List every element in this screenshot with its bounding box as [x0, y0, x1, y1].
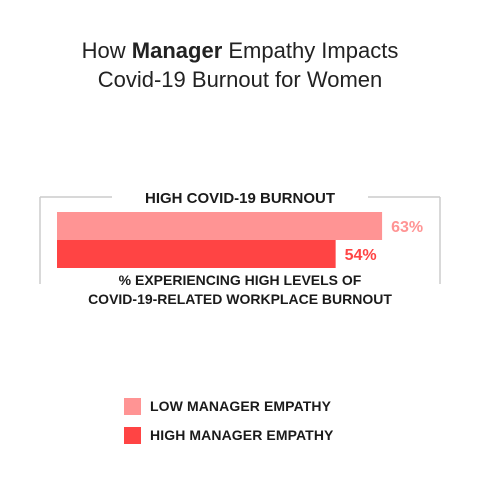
legend-swatch-low-empathy [124, 397, 141, 415]
title-bold-word: Manager [131, 38, 223, 63]
x-axis-label-line-1: % EXPERIENCING HIGH LEVELS OF [119, 272, 362, 288]
legend-item-low-empathy: LOW MANAGER EMPATHY [124, 396, 331, 416]
title-post: Empathy Impacts [222, 38, 399, 63]
legend-item-high-empathy: HIGH MANAGER EMPATHY [124, 425, 333, 445]
chart-title: How Manager Empathy Impacts Covid-19 Bur… [0, 36, 480, 94]
legend-label-high-empathy: HIGH MANAGER EMPATHY [150, 427, 334, 443]
data-label-high-empathy: 54% [345, 247, 377, 264]
chart-title-line-2: Covid-19 Burnout for Women [97, 67, 383, 92]
x-axis-label-line-2: COVID-19-RELATED WORKPLACE BURNOUT [88, 291, 392, 307]
legend-label-low-empathy: LOW MANAGER EMPATHY [150, 398, 332, 414]
bar-high-empathy [57, 240, 336, 268]
chart-title-line-1: How Manager Empathy Impacts [0, 36, 480, 65]
chart-inner-title: HIGH COVID-19 BURNOUT [145, 190, 335, 207]
bar-low-empathy [57, 212, 383, 240]
title-pre: How [81, 38, 132, 63]
legend-swatch-high-empathy [124, 426, 141, 444]
data-label-low-empathy: 63% [391, 219, 423, 236]
